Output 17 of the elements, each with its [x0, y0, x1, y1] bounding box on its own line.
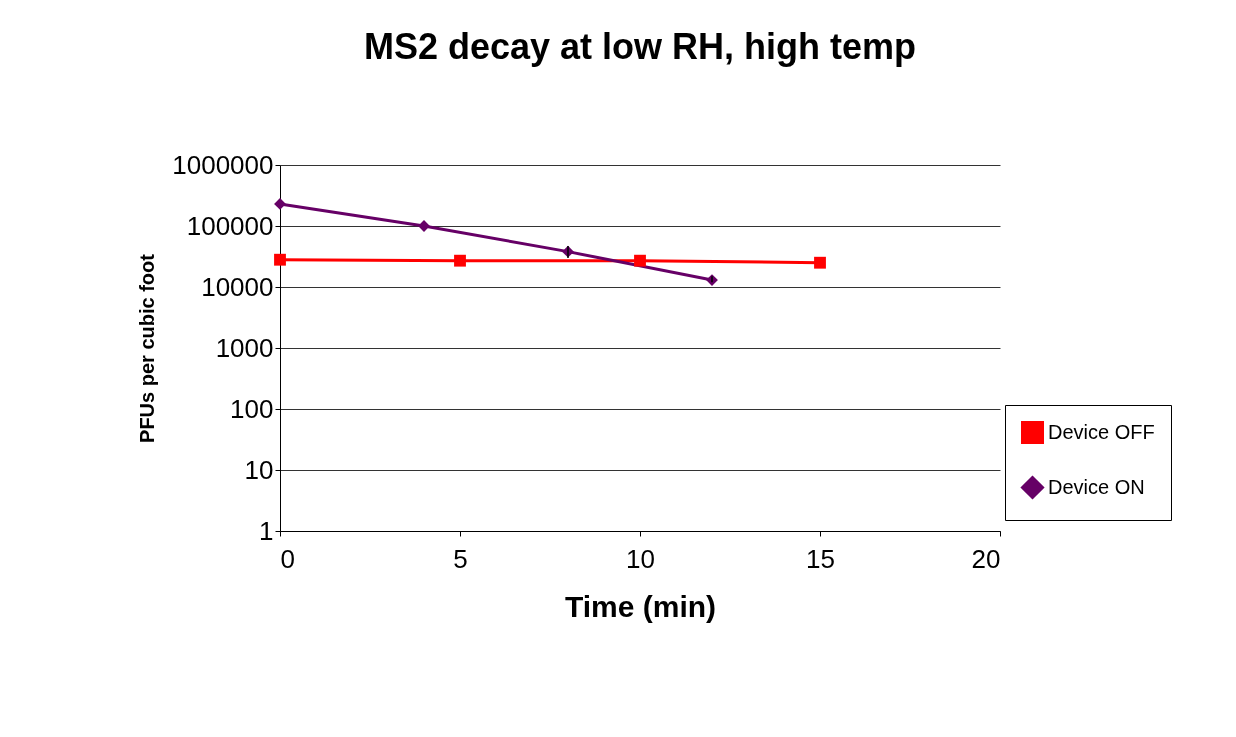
legend-label: Device OFF	[1048, 420, 1155, 443]
x-tick-label: 0	[280, 543, 295, 574]
y-tick-label: 100	[230, 393, 274, 424]
chart-title: MS2 decay at low RH, high temp	[363, 26, 917, 67]
x-axis-title: Time (min)	[564, 589, 717, 623]
y-tick-label: 1	[259, 515, 274, 546]
x-tick-label: 15	[806, 543, 835, 574]
y-tick-label: 1000000	[172, 149, 274, 180]
y-tick-label: 10000	[201, 271, 274, 302]
x-tick-label: 10	[626, 543, 655, 574]
x-tick-label: 20	[971, 543, 1001, 574]
x-tick-label: 5	[453, 543, 468, 574]
y-tick-label: 100000	[186, 210, 274, 241]
legend-label: Device ON	[1048, 475, 1145, 498]
y-tick-label: 1000	[215, 332, 274, 363]
y-tick-label: 10	[244, 454, 274, 485]
y-axis-title: PFUs per cubic foot	[136, 253, 159, 443]
